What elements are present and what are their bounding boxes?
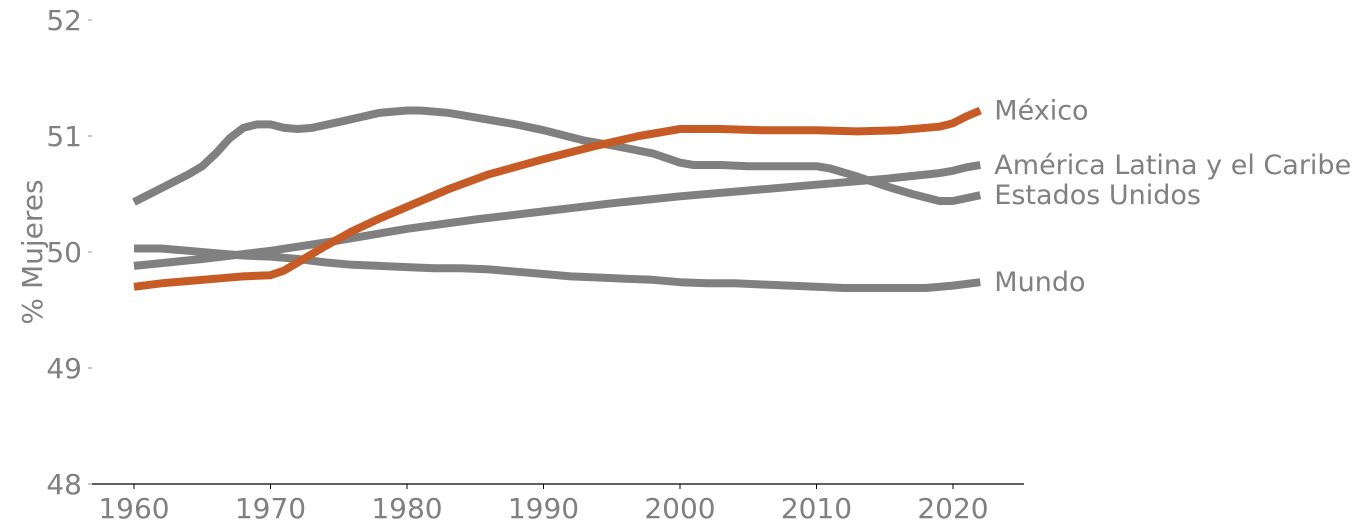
x-tick-label: 1990 <box>508 492 579 525</box>
series-label-1: América Latina y el Caribe <box>994 150 1351 181</box>
series-label-2: Estados Unidos <box>994 180 1201 211</box>
y-tick-label: 50 <box>46 236 82 269</box>
y-tick-label: 52 <box>46 4 82 37</box>
series-line-3 <box>133 106 982 291</box>
series-line-2 <box>132 106 982 206</box>
series-label-0: Mundo <box>994 267 1085 298</box>
y-axis-ticks: 48 49 50 51 52 <box>46 4 92 501</box>
x-tick-label: 2020 <box>917 492 988 525</box>
y-axis-title: % Mujeres <box>16 179 49 324</box>
x-tick-label: 1960 <box>98 492 169 525</box>
y-tick-label: 51 <box>46 120 82 153</box>
x-tick-label: 1970 <box>235 492 306 525</box>
series-lines <box>132 106 982 292</box>
x-tick-label: 2000 <box>644 492 715 525</box>
y-tick-label: 49 <box>46 352 82 385</box>
series-line-1 <box>133 161 981 270</box>
series-line-0 <box>134 244 981 292</box>
x-tick-label: 2010 <box>781 492 852 525</box>
x-axis-ticks: 1960 1970 1980 1990 2000 2010 2020 <box>98 484 989 525</box>
x-tick-label: 1980 <box>371 492 442 525</box>
axes: 1960 1970 1980 1990 2000 2010 2020 4849505152 … <box>16 4 1024 525</box>
series-label-3: México <box>994 95 1088 126</box>
y-tick-label: 48 <box>46 468 82 501</box>
